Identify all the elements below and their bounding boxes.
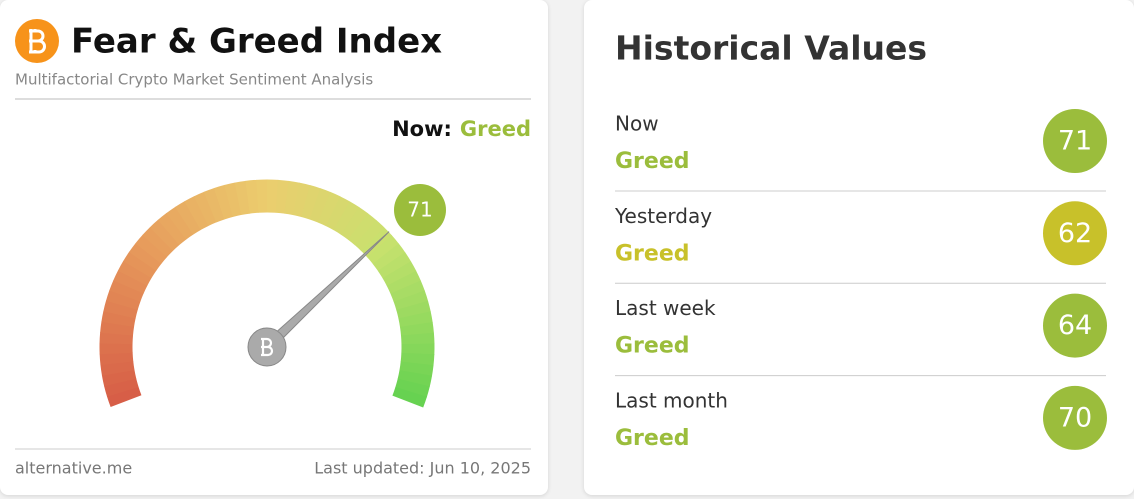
updated: Last updated: Jun 10, 2025	[314, 459, 531, 478]
arc-segment	[333, 211, 342, 216]
arc-segment	[411, 383, 414, 393]
row-classification: Greed	[615, 241, 690, 266]
arc-segment	[184, 215, 193, 220]
row-classification: Greed	[615, 426, 690, 451]
arc-segment	[391, 261, 397, 270]
arc-segment	[414, 373, 416, 383]
arc-segment	[219, 201, 229, 204]
history-title: Historical Values	[615, 29, 927, 68]
arc-segment	[416, 324, 417, 334]
arc-segment	[116, 334, 117, 344]
arc-segment	[409, 296, 412, 306]
now-classification: Greed	[460, 117, 531, 141]
needle-hub	[248, 328, 286, 366]
arc-segment	[406, 287, 410, 297]
arc-segment	[117, 363, 118, 373]
arc-segment	[148, 246, 155, 254]
arc-segment	[416, 363, 417, 373]
arc-segment	[169, 226, 177, 232]
gauge-card: Fear & Greed Index Multifactorial Crypto…	[0, 0, 548, 495]
arc-segment	[210, 204, 220, 208]
row-label: Last week	[615, 296, 716, 320]
value-text: 70	[1058, 402, 1092, 433]
value-text: 62	[1058, 218, 1092, 249]
arc-segment	[417, 334, 418, 344]
arc-segment	[118, 314, 120, 324]
arc-segment	[161, 232, 169, 239]
arc-segment	[324, 207, 333, 211]
arc-segment	[306, 201, 316, 204]
arc-segment	[238, 197, 248, 199]
subtitle: Multifactorial Crypto Market Sentiment A…	[15, 71, 373, 89]
arc-segment	[133, 269, 138, 278]
arc-segment	[408, 392, 411, 402]
arc-segment	[412, 305, 414, 315]
arc-segment	[228, 199, 238, 201]
arc-segment	[417, 354, 418, 364]
row-label: Now	[615, 112, 659, 136]
now-label: Now:	[392, 117, 452, 141]
arc-segment	[248, 196, 258, 197]
arc-segment	[123, 391, 126, 401]
arc-segment	[118, 372, 120, 382]
arc-segment	[401, 278, 405, 287]
arc-segment	[365, 233, 373, 240]
gauge-svg: Fear & Greed Index Multifactorial Crypto…	[0, 0, 548, 495]
arc-segment	[342, 216, 351, 221]
history-svg: Historical Values Now Greed 71 Yesterday Gre…	[584, 0, 1134, 495]
bitcoin-logo	[15, 19, 59, 63]
value-text: 71	[1058, 126, 1092, 157]
row-classification: Greed	[615, 334, 690, 359]
title: Fear & Greed Index	[71, 22, 442, 62]
arc-segment	[137, 261, 143, 270]
arc-segment	[415, 315, 417, 325]
value-label: 71	[407, 198, 432, 222]
arc-segment	[176, 221, 184, 227]
arc-segment	[350, 221, 358, 227]
arc-segment	[117, 324, 118, 334]
value-text: 64	[1058, 310, 1092, 341]
arc-segment	[192, 211, 201, 216]
arc-segment	[122, 296, 125, 306]
arc-segment	[286, 197, 296, 199]
arc-segment	[143, 253, 149, 261]
arc-segment	[386, 254, 392, 262]
arc-segment	[116, 353, 117, 363]
gauge-arc	[116, 196, 418, 402]
arc-segment	[128, 278, 132, 287]
arc-segment	[358, 226, 366, 232]
arc-segment	[296, 199, 306, 201]
source: alternative.me	[15, 459, 132, 478]
arc-segment	[119, 305, 122, 315]
needle	[264, 232, 390, 351]
row-label: Yesterday	[614, 204, 712, 228]
arc-segment	[125, 287, 129, 297]
arc-segment	[397, 270, 402, 279]
history-card: Historical Values Now Greed 71 Yesterday Gre…	[584, 0, 1134, 495]
arc-segment	[379, 246, 386, 254]
arc-segment	[315, 204, 325, 208]
row-classification: Greed	[615, 149, 690, 174]
arc-segment	[120, 382, 123, 392]
arc-segment	[155, 239, 162, 246]
arc-segment	[201, 207, 210, 211]
row-label: Last month	[615, 388, 728, 412]
now-line: Now: Greed	[392, 117, 531, 141]
arc-segment	[277, 196, 287, 197]
